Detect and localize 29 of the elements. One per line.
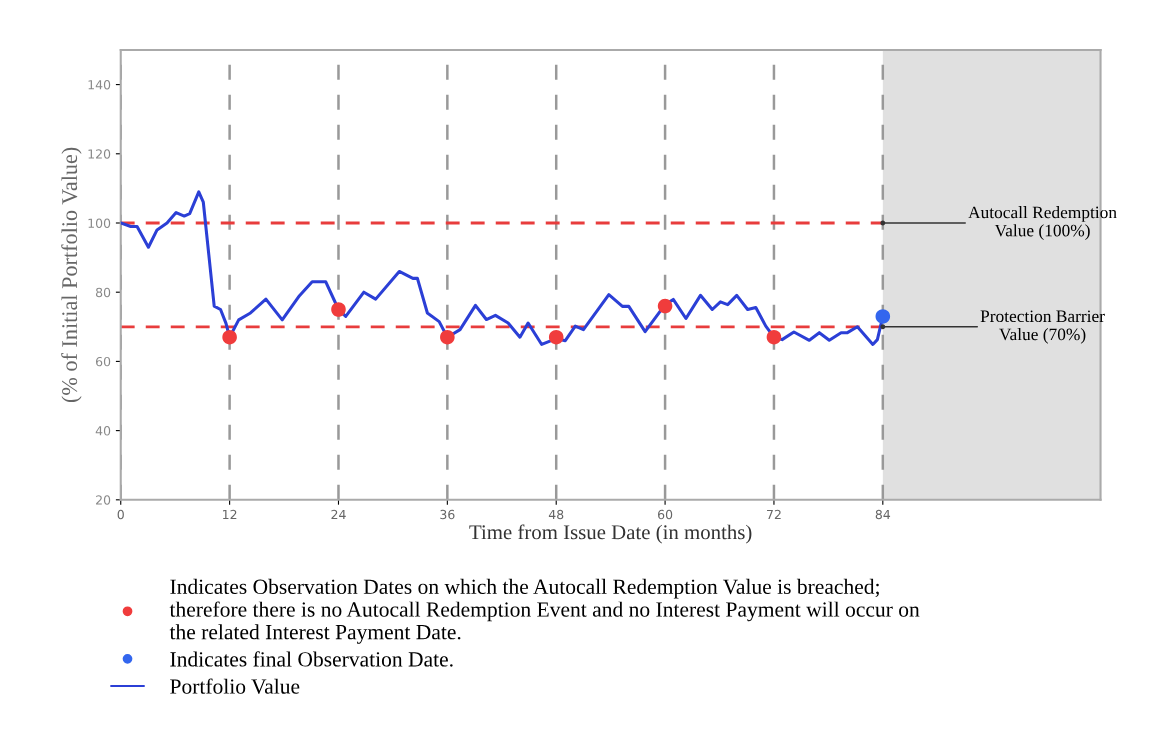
legend-label: Indicates Observation Dates on which the Autocall Redemption Value is breached; therefore there is no Autocall Redemption Event and no Interest Payment will occur on the related Interest Payment Date. xyxy=(169,578,920,644)
legend-label: Portfolio Value xyxy=(170,678,300,694)
y-tick-label: 60 xyxy=(95,356,111,367)
y-axis-title: (% of Initial Portfolio Value) xyxy=(61,147,82,403)
point xyxy=(222,329,237,345)
point xyxy=(548,329,564,345)
x-tick-label: 60 xyxy=(658,509,673,520)
y-tick-label: 140 xyxy=(88,80,111,90)
y-tick-label: 40 xyxy=(95,426,111,436)
point xyxy=(657,298,673,314)
point xyxy=(766,329,782,345)
y-tick-label: 100 xyxy=(88,218,111,228)
x-tick-label: 84 xyxy=(875,509,891,520)
y-tick-label: 20 xyxy=(96,495,111,505)
x-tick-label: 72 xyxy=(767,509,781,520)
legend-label: Indicates final Observation Date. xyxy=(170,651,453,667)
x-axis-title: Time from Issue Date (in months) xyxy=(469,524,752,544)
x-tick-label: 12 xyxy=(223,509,237,520)
x-tick-label: 36 xyxy=(440,509,455,520)
point xyxy=(875,309,891,324)
ref-line-label: Autocall Redemption Value (100%) xyxy=(968,206,1117,240)
y-tick-label: 120 xyxy=(88,149,111,159)
point xyxy=(331,302,346,317)
x-tick-label: 24 xyxy=(331,509,346,520)
point xyxy=(440,329,455,345)
x-tick-label: 0 xyxy=(117,509,124,520)
x-tick-label: 48 xyxy=(548,509,564,520)
ref-line-label: Protection Barrier Value (70%) xyxy=(980,310,1105,344)
y-tick-label: 80 xyxy=(95,287,111,298)
